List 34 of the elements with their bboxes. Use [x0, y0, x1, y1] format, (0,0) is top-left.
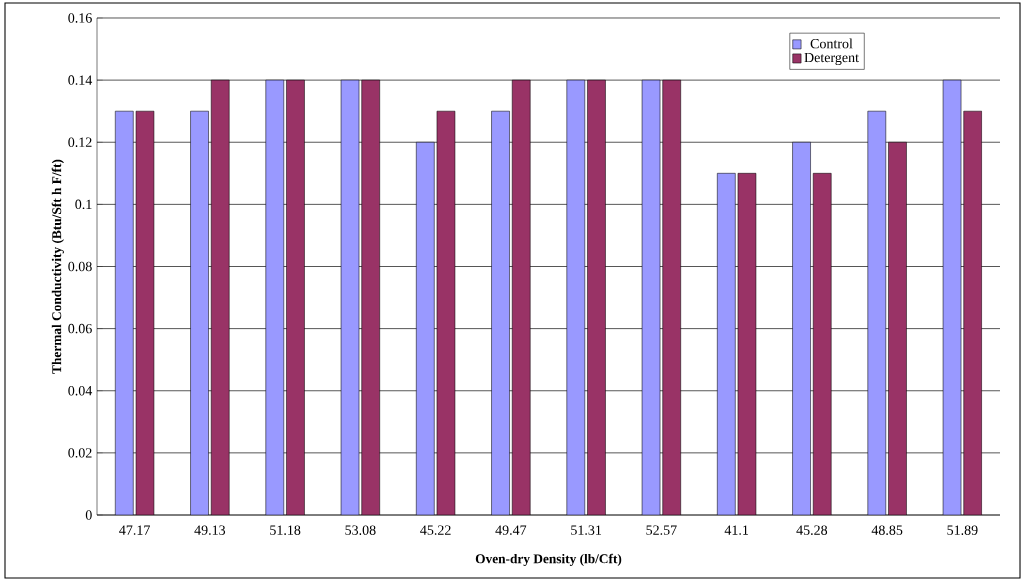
y-tick-label: 0.04 — [68, 386, 93, 396]
x-tick-label: 47.17 — [119, 525, 150, 535]
x-tick-label: 49.47 — [495, 525, 527, 535]
y-tick-label: 0.06 — [68, 323, 92, 334]
bar — [115, 110, 134, 515]
bar — [867, 110, 887, 515]
legend-label: Control — [810, 38, 853, 49]
x-tick-label: 51.89 — [947, 525, 978, 535]
bar — [491, 110, 510, 515]
y-tick-label: 0.08 — [68, 261, 92, 272]
x-tick-label: 45.28 — [796, 525, 828, 535]
bar — [190, 110, 209, 515]
x-tick-label: 41.1 — [724, 525, 749, 535]
y-tick-label: 0.12 — [68, 137, 92, 147]
x-tick-label: 45.22 — [420, 525, 451, 535]
y-tick-label: 0 — [85, 510, 92, 520]
y-axis-title: Thermal Conductivity (Btu/Sft h F/ft) — [51, 159, 64, 374]
legend-label: Detergent — [804, 52, 859, 66]
bar — [416, 141, 435, 515]
bar — [792, 141, 811, 515]
x-tick-label: 53.08 — [345, 525, 376, 535]
y-tick-label: 0.02 — [68, 448, 92, 458]
y-tick-label: 0.14 — [68, 75, 93, 85]
x-tick-label: 52.57 — [646, 525, 677, 535]
bar — [265, 79, 285, 515]
y-tick-label: 0.1 — [75, 199, 92, 210]
bar — [566, 79, 586, 515]
x-axis-title: Oven-dry Density (lb/Cft) — [475, 553, 622, 567]
x-tick-label: 51.18 — [270, 525, 301, 535]
x-tick-label: 49.13 — [194, 525, 226, 535]
bar — [717, 173, 736, 515]
y-tick-label: 0.16 — [68, 13, 92, 23]
x-tick-label: 48.85 — [871, 525, 903, 535]
x-tick-label: 51.31 — [571, 525, 602, 535]
